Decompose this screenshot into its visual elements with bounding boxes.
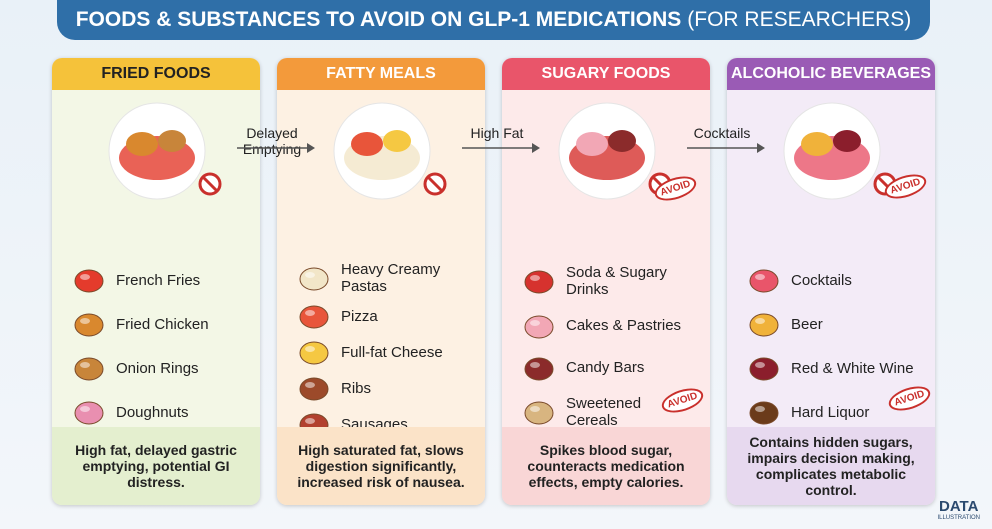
summary: High saturated fat, slows digestion sign…: [277, 427, 485, 505]
title: FOODS & SUBSTANCES TO AVOID ON GLP-1 MED…: [75, 8, 682, 31]
item-icon: [749, 313, 779, 337]
item: Cakes & Pastries: [502, 311, 710, 341]
summary: Spikes blood sugar, counteracts medicati…: [502, 427, 710, 505]
summary: High fat, delayed gastric emptying, pote…: [52, 427, 260, 505]
category-title: FRIED FOODS: [52, 58, 260, 90]
category-card: FRIED FOODS French Fries Fried Chicken O…: [52, 58, 260, 505]
item: French Fries: [52, 265, 260, 295]
item-icon: [299, 305, 329, 329]
item: Pizza: [277, 301, 485, 331]
item: Red & White Wine: [727, 353, 935, 383]
item-label: Fried Chicken: [116, 315, 209, 333]
item-label: Candy Bars: [566, 359, 645, 377]
connector-label: High Fat: [470, 125, 524, 141]
connector-arrow: [687, 140, 767, 161]
item-label: Red & White Wine: [791, 359, 914, 377]
item-icon: [299, 377, 329, 401]
arrow: [462, 143, 540, 153]
item-icon: [299, 267, 329, 291]
subtitle: (FOR RESEARCHERS): [687, 8, 912, 31]
item-icon: [74, 357, 104, 381]
connector-label: Delayed Emptying: [242, 125, 302, 157]
item-label: Full-fat Cheese: [341, 343, 443, 361]
item: Beer: [727, 309, 935, 339]
item: Fried Chicken: [52, 309, 260, 339]
hero-illustration: [542, 96, 672, 211]
category-card: SUGARY FOODS Soda & Sugary Drinks Cakes …: [502, 58, 710, 505]
item: Onion Rings: [52, 353, 260, 383]
item: Doughnuts: [52, 397, 260, 427]
item-icon: [74, 401, 104, 425]
hero-illustration: [767, 96, 897, 211]
category-title: SUGARY FOODS: [502, 58, 710, 90]
item-icon: [74, 313, 104, 337]
item-label: French Fries: [116, 271, 201, 289]
item-icon: [524, 315, 554, 339]
connector-arrow: [237, 140, 317, 161]
item-label: Pizza: [341, 307, 378, 325]
item-icon: [749, 401, 779, 425]
hero-icon: [783, 102, 897, 200]
item-icon: [749, 357, 779, 381]
category-card: FATTY MEALS Heavy Creamy Pastas Pizza Fu…: [277, 58, 485, 505]
item-label: Onion Rings: [116, 359, 199, 377]
item-label: Doughnuts: [116, 403, 189, 421]
arrow: [687, 143, 765, 153]
item: Candy Bars: [502, 353, 710, 383]
connector-label: Cocktails: [693, 125, 751, 141]
item-icon: [74, 269, 104, 293]
item-label: Beer: [791, 315, 823, 333]
item-icon: [524, 357, 554, 381]
logo: DATA ILLUSTRATION: [937, 498, 980, 521]
hero-icon: [333, 102, 447, 200]
hero-icon: [558, 102, 672, 200]
item-icon: [299, 341, 329, 365]
item-label: Ribs: [341, 379, 372, 397]
item-label: Hard Liquor: [791, 403, 870, 421]
logo-tagline: ILLUSTRATION: [937, 515, 980, 521]
category-title: FATTY MEALS: [277, 58, 485, 90]
item: Hard Liquor: [727, 397, 935, 427]
item: Cocktails: [727, 265, 935, 295]
hero-icon: [108, 102, 222, 200]
item-label: Cakes & Pastries: [566, 317, 682, 335]
hero-illustration: [92, 96, 222, 211]
item: Soda & Sugary Drinks: [502, 264, 710, 298]
item-icon: [749, 269, 779, 293]
item: Ribs: [277, 373, 485, 403]
item: Heavy Creamy Pastas: [277, 261, 485, 295]
item-label: Soda & Sugary Drinks: [566, 264, 667, 299]
item-icon: [524, 401, 554, 425]
hero-illustration: [317, 96, 447, 211]
item-label: Sweetened Cereals: [566, 395, 642, 430]
item: Full-fat Cheese: [277, 337, 485, 367]
item-label: Cocktails: [791, 271, 852, 289]
logo-name: DATA: [939, 498, 979, 515]
item: Sweetened Cereals: [502, 395, 710, 429]
title-banner: FOODS & SUBSTANCES TO AVOID ON GLP-1 MED…: [57, 0, 930, 40]
item-label: Heavy Creamy Pastas: [341, 261, 441, 295]
item-icon: [524, 270, 554, 294]
arrow: [237, 143, 315, 153]
category-title: ALCOHOLIC BEVERAGES: [727, 58, 935, 90]
connector-arrow: [462, 140, 542, 161]
category-card: ALCOHOLIC BEVERAGES Cocktails Beer Red &…: [727, 58, 935, 505]
summary: Contains hidden sugars, impairs decision…: [727, 427, 935, 505]
